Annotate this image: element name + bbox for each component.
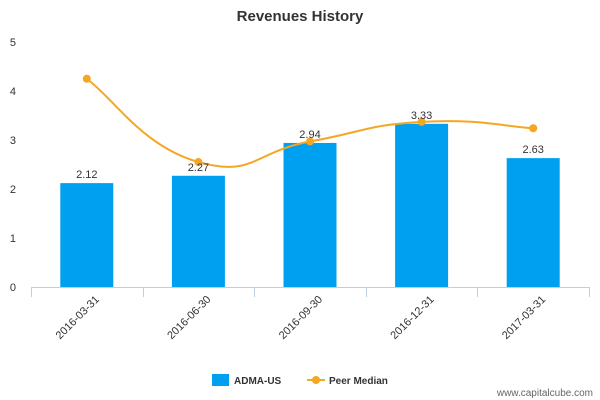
- credit-text: www.capitalcube.com: [496, 388, 593, 399]
- peer-median-point[interactable]: [529, 124, 538, 133]
- bar-series: [60, 123, 560, 287]
- y-tick-label: 5: [10, 37, 16, 49]
- y-tick-label: 2: [10, 184, 16, 196]
- legend-label[interactable]: ADMA-US: [234, 376, 282, 387]
- legend-swatch-marker: [312, 376, 320, 384]
- bar[interactable]: [506, 158, 560, 287]
- x-tick-label: 2017-03-31: [500, 294, 548, 342]
- bar[interactable]: [283, 142, 337, 287]
- bar-data-label: 2.12: [76, 169, 97, 181]
- bar-data-label: 2.63: [522, 144, 543, 156]
- peer-median-point[interactable]: [194, 158, 203, 167]
- line-series: [82, 74, 538, 168]
- y-tick-label: 0: [10, 282, 16, 294]
- data-labels: 2.12 2.27 2.94 3.33 2.63: [76, 110, 544, 181]
- legend-label[interactable]: Peer Median: [329, 376, 388, 387]
- peer-median-point[interactable]: [82, 74, 91, 83]
- x-tick-label: 2016-03-31: [54, 294, 102, 342]
- y-tick-label: 4: [10, 86, 16, 98]
- y-tick-label: 1: [10, 233, 16, 245]
- bar-data-label: 2.94: [299, 129, 320, 141]
- chart-title: Revenues History: [237, 8, 364, 25]
- peer-median-point[interactable]: [306, 137, 314, 146]
- peer-median-point[interactable]: [417, 117, 426, 126]
- x-tick-label: 2016-09-30: [277, 294, 325, 342]
- bar-data-label: 2.27: [188, 162, 209, 174]
- y-tick-label: 3: [10, 135, 16, 147]
- legend[interactable]: ADMA-US Peer Median: [212, 374, 388, 387]
- x-tick-label: 2016-06-30: [165, 294, 213, 342]
- legend-swatch-bar: [212, 374, 229, 386]
- bar-data-label: 3.33: [411, 110, 432, 122]
- bar[interactable]: [60, 183, 114, 287]
- x-tick-label: 2016-12-31: [388, 294, 436, 342]
- peer-median-line: [86, 77, 534, 168]
- bar[interactable]: [171, 175, 225, 287]
- bar[interactable]: [395, 123, 449, 287]
